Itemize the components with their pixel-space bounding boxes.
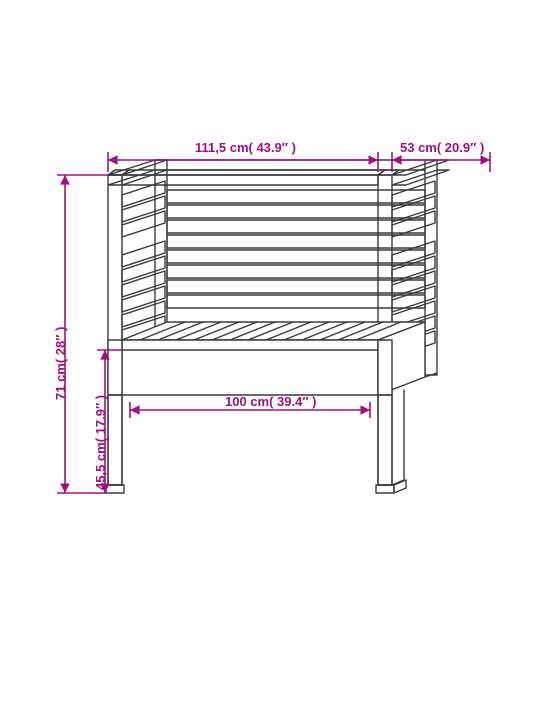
- dim-seat-height: 45,5 cm( 17.9″ ): [93, 395, 108, 490]
- dim-seat-width: 100 cm( 39.4″ ): [225, 394, 317, 409]
- dimension-lines: [0, 0, 540, 720]
- dim-width-top: 111,5 cm( 43.9″ ): [195, 140, 296, 155]
- diagram-container: { "dimensions": { "width_top": { "text":…: [0, 0, 540, 720]
- dim-depth-top: 53 cm( 20.9″ ): [400, 140, 484, 155]
- dim-height-left: 71 cm( 28″ ): [53, 327, 68, 400]
